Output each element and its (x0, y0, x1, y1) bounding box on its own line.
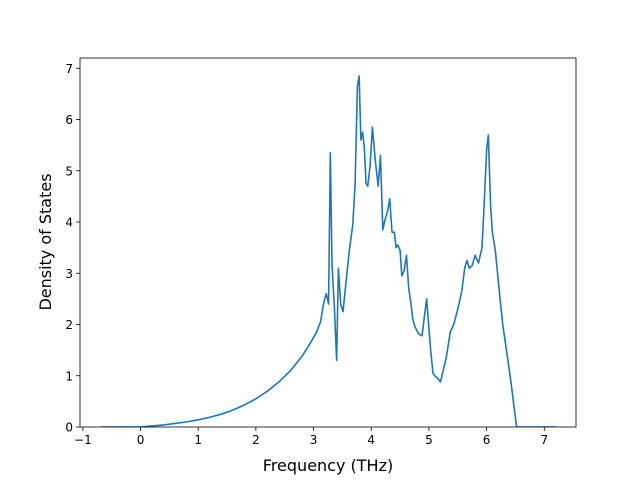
y-tick-label: 1 (65, 369, 73, 383)
x-tick-label: 1 (194, 433, 202, 447)
x-axis-title: Frequency (THz) (263, 456, 393, 475)
y-tick-label: 6 (65, 113, 73, 127)
x-tick-label: −1 (74, 433, 92, 447)
y-tick-label: 7 (65, 62, 73, 76)
x-tick-label: 3 (310, 433, 318, 447)
y-tick-label: 5 (65, 164, 73, 178)
x-tick-label: 7 (540, 433, 548, 447)
axes-frame (79, 57, 577, 428)
y-tick-label: 4 (65, 216, 73, 230)
x-tick-label: 5 (425, 433, 433, 447)
x-tick-label: 0 (137, 433, 145, 447)
plot-area (101, 75, 556, 427)
dos-series-line (101, 75, 556, 427)
y-axis-title: Density of States (36, 173, 55, 310)
x-tick-label: 2 (252, 433, 260, 447)
y-tick-label: 2 (65, 318, 73, 332)
y-tick-label: 3 (65, 267, 73, 281)
x-tick-label: 6 (483, 433, 491, 447)
y-tick-label: 0 (65, 421, 73, 435)
x-tick-label: 4 (367, 433, 375, 447)
